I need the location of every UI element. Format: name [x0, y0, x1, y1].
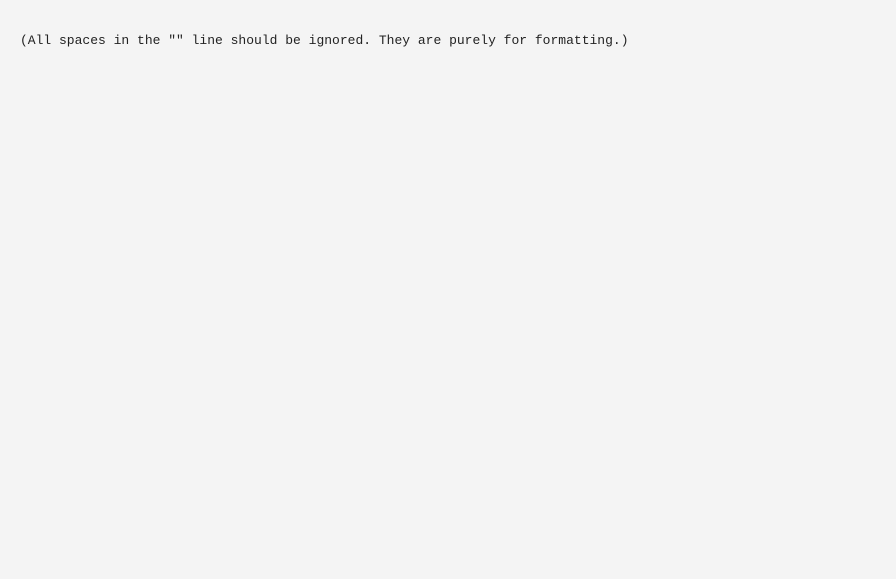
- diagram-caption: (All spaces in the "" line should be ign…: [20, 32, 876, 50]
